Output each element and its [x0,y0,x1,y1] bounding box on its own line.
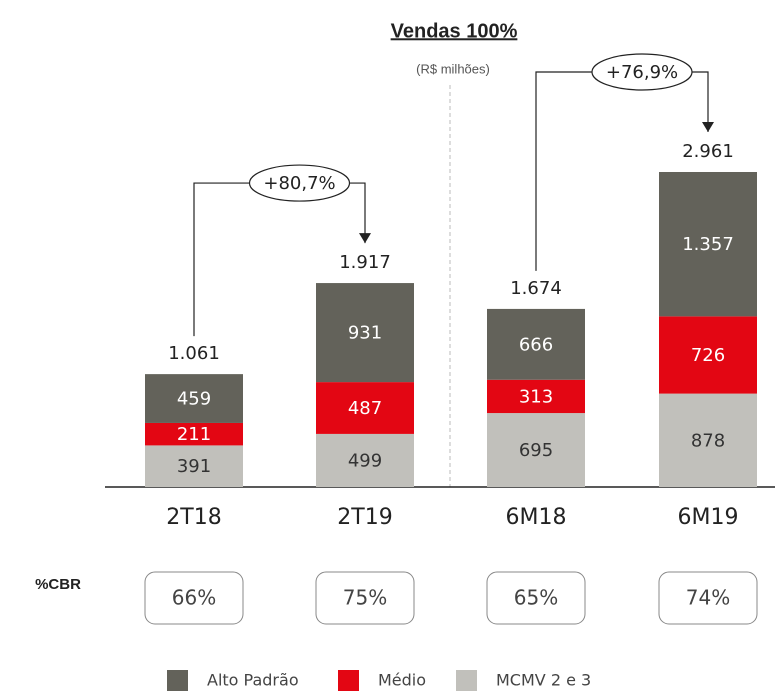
cbr-box [144,571,244,625]
total-label: 1.061 [168,343,220,364]
growth-arrowhead [359,233,371,244]
bar-segment [659,393,757,487]
bar-segment [659,316,757,394]
cbr-box [315,571,415,625]
segment-label: 878 [691,430,725,451]
cbr-value: 66% [172,586,216,610]
total-label: 1.917 [339,252,391,273]
cbr-label: %CBR [35,576,81,593]
growth-arrowhead [702,122,714,132]
legend-swatch [167,670,188,691]
chart-subtitle: (R$ milhões) [416,61,490,76]
cbr-box [486,571,586,625]
cbr-value: 74% [686,586,730,610]
growth-label: +80,7% [263,173,335,194]
segment-label: 726 [691,345,725,366]
growth-connector [535,71,709,271]
segment-label: 695 [519,440,553,461]
x-tick-label: 6M18 [506,505,567,530]
legend-swatch [456,670,477,691]
segment-label: 459 [177,389,211,410]
cbr-value: 75% [343,586,387,610]
segment-label: 211 [177,424,211,445]
segment-label: 499 [348,450,382,471]
chart-title: Vendas 100% [391,20,518,42]
growth-label: +76,9% [606,62,678,83]
bar-segment [487,379,585,414]
growth-bubble [591,53,693,91]
total-label: 2.961 [682,141,734,162]
bar-segment [659,172,757,317]
segment-label: 1.357 [682,234,734,255]
x-tick-label: 2T19 [337,505,392,530]
x-tick-label: 2T18 [166,505,221,530]
bar-segment [487,413,585,487]
bar-segment [145,422,243,446]
legend-label: MCMV 2 e 3 [496,671,591,690]
cbr-value: 65% [514,586,558,610]
segment-label: 313 [519,386,553,407]
x-tick-label: 6M19 [678,505,739,530]
segment-label: 931 [348,323,382,344]
bar-segment [316,433,414,487]
segment-label: 666 [519,334,553,355]
legend-swatch [338,670,359,691]
cbr-box [658,571,758,625]
legend-label: Alto Padrão [207,671,299,690]
total-label: 1.674 [510,278,562,299]
growth-connector [193,182,366,337]
bar-segment [145,445,243,487]
bar-segment [316,382,414,434]
bar-segment [145,374,243,423]
bar-segment [316,283,414,383]
growth-bubble [248,164,351,202]
legend-label: Médio [378,671,426,690]
bar-segment [487,308,585,380]
segment-label: 487 [348,398,382,419]
segment-label: 391 [177,456,211,477]
